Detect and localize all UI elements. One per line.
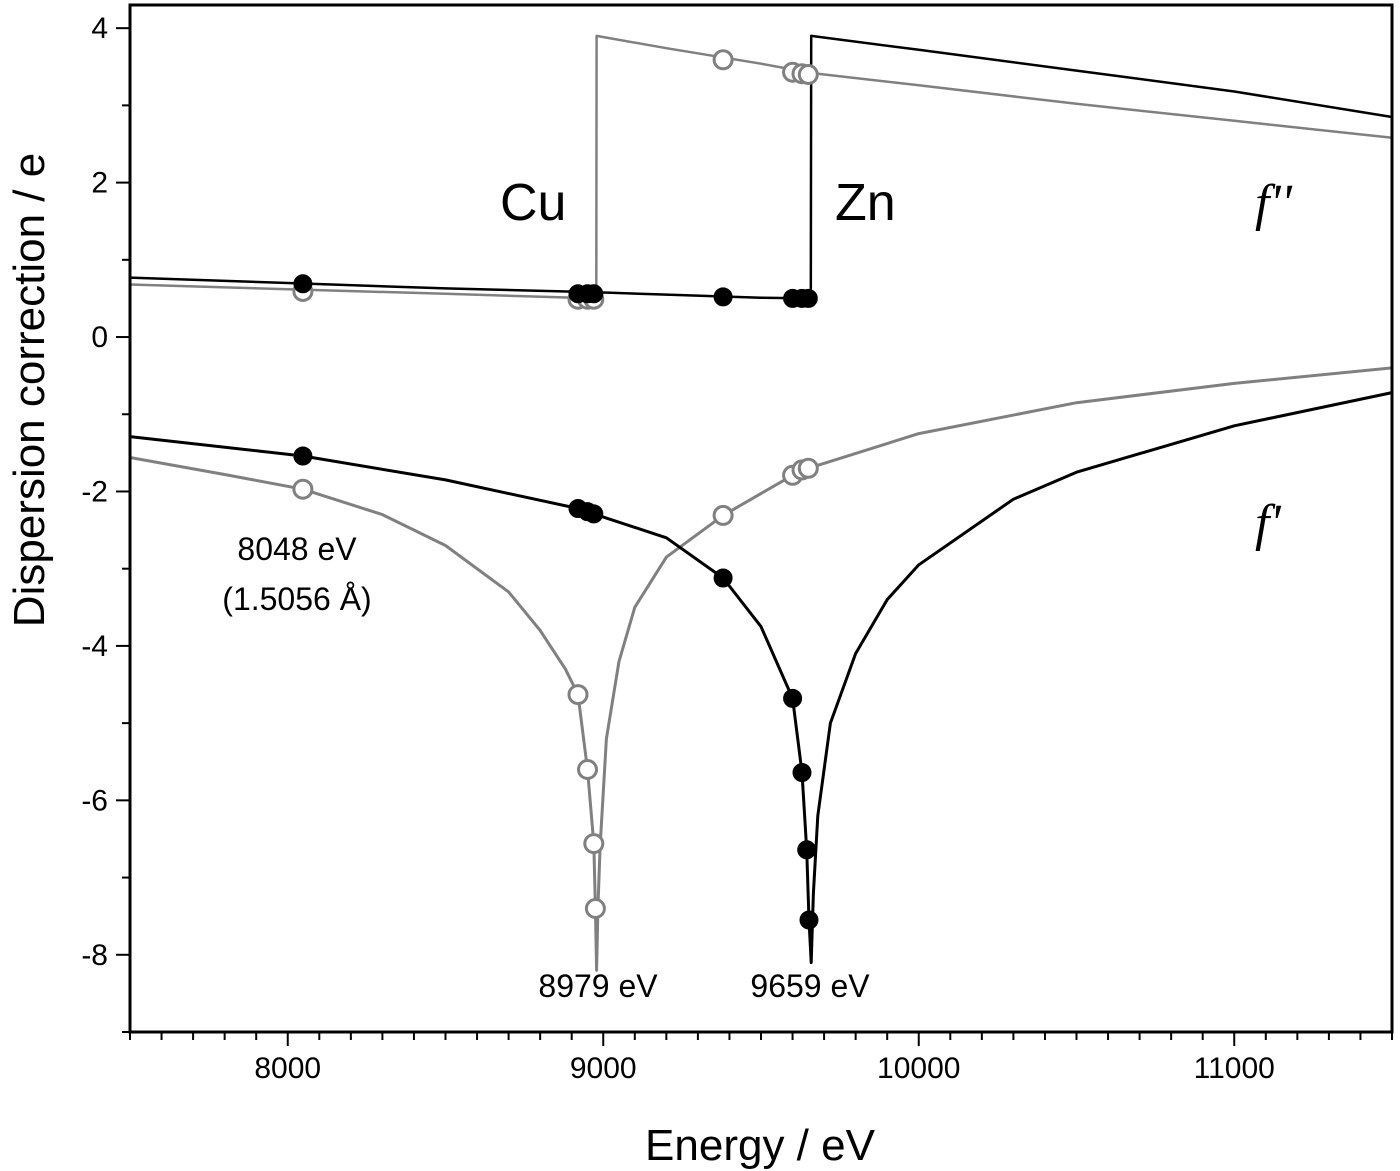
zn-f-double-prime-point: [584, 284, 604, 304]
cu-f-double-prime-point: [712, 49, 734, 71]
zn-f-prime-curve: [129, 391, 1393, 964]
zn-f-double-prime-point: [293, 274, 313, 294]
y-axis-title: Dispersion correction / e: [5, 153, 54, 627]
zn-label: Zn: [835, 174, 896, 232]
y-tick-label: 0: [91, 321, 108, 354]
ticks-layer: [116, 27, 1393, 1046]
zn-f-double-prime-point: [713, 287, 733, 307]
curves-layer: [129, 34, 1393, 972]
y-tick-label: -2: [81, 475, 108, 508]
zn-f-prime-point: [293, 446, 313, 466]
zn-f-double-prime-point: [798, 288, 818, 308]
cu-f-prime-point: [797, 457, 819, 479]
cu-edge-label: 8979 eV: [538, 968, 658, 1004]
cu-f-double-prime-curve: [129, 34, 1393, 300]
cu-f-prime-point: [567, 684, 589, 706]
cu-f-prime-point: [577, 759, 598, 780]
cu-f-prime-point: [584, 898, 606, 919]
f-prime-label: f': [1255, 495, 1281, 552]
y-tick-label: -4: [81, 630, 108, 663]
zn-f-double-prime-curve: [129, 34, 1393, 300]
f-double-prime-label: f'': [1255, 175, 1293, 232]
zn-f-prime-point: [797, 840, 817, 860]
plot-frame: [128, 3, 1394, 1034]
cu-ka-energy-label: 8048 eV: [237, 531, 357, 567]
y-tick-label: -8: [81, 939, 108, 972]
cu-f-prime-point: [583, 833, 605, 855]
x-tick-label: 9000: [570, 1052, 637, 1085]
labels-layer: 8000 9000 10000 11000 4 2 0 -2 -4 -6 -8: [81, 12, 1275, 1085]
x-tick-label: 11000: [1194, 1052, 1275, 1085]
zn-f-prime-point: [783, 688, 803, 708]
x-tick-label: 8000: [254, 1052, 321, 1085]
points-layer: [292, 49, 819, 930]
cu-label: Cu: [500, 174, 566, 232]
cu-f-double-prime-point: [797, 64, 819, 85]
y-tick-label: 4: [91, 12, 108, 45]
cu-f-prime-point: [292, 478, 314, 500]
x-tick-label: 10000: [877, 1052, 960, 1085]
zn-f-prime-point: [584, 504, 604, 524]
y-tick-label: -6: [81, 784, 108, 817]
zn-edge-label: 9659 eV: [750, 968, 870, 1004]
cu-f-prime-point: [712, 504, 734, 526]
zn-f-prime-point: [792, 763, 812, 782]
y-tick-label: 2: [91, 167, 108, 200]
cu-ka-wavelength-label: (1.5056 Å): [222, 581, 371, 617]
x-axis-title: Energy / eV: [645, 1121, 876, 1170]
zn-f-prime-point: [799, 910, 819, 930]
zn-f-prime-point: [713, 568, 733, 588]
